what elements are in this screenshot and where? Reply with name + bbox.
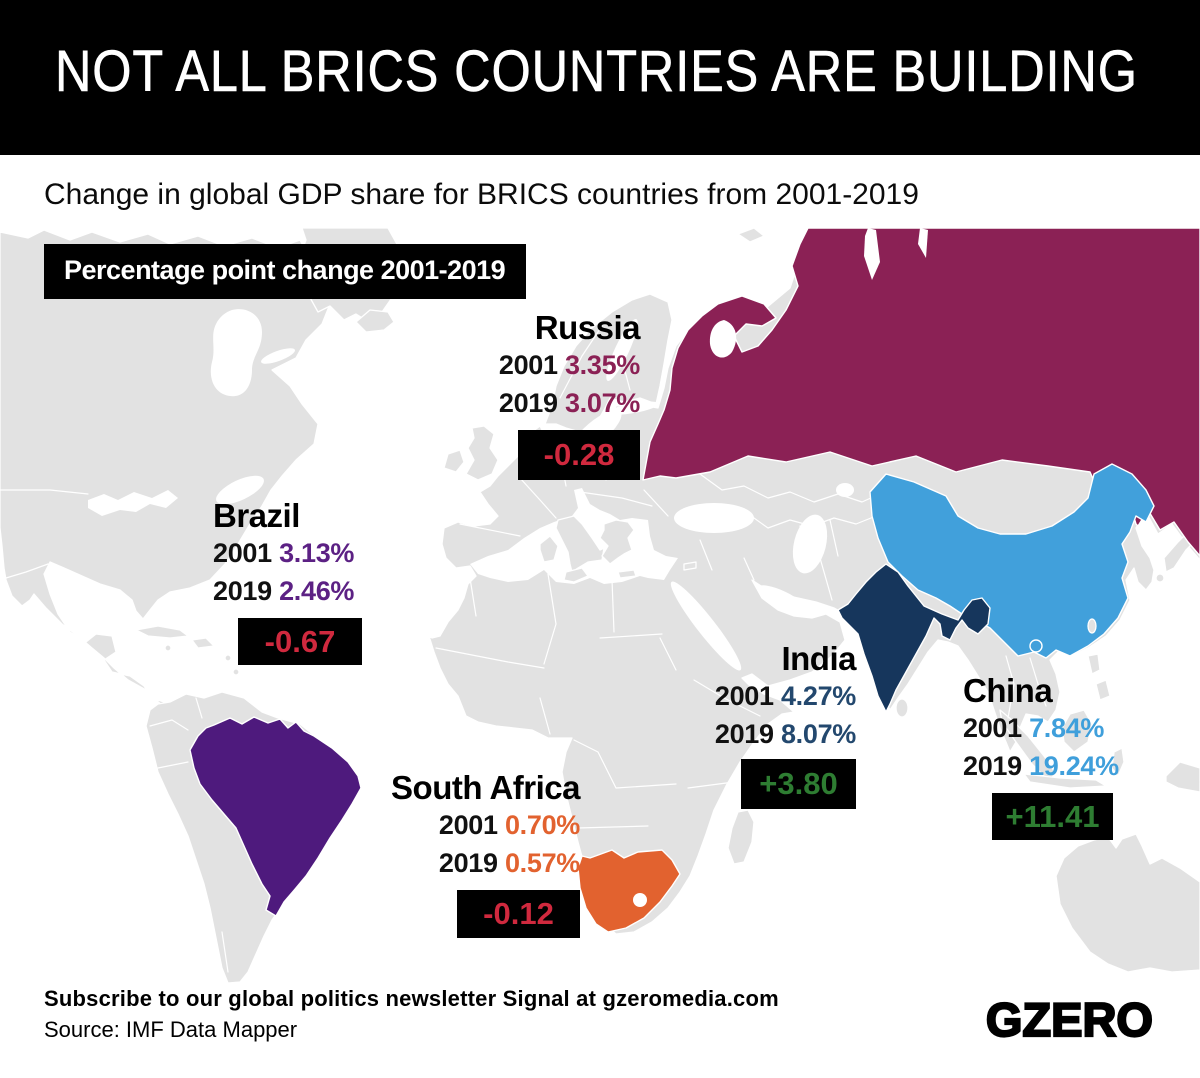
- page-title: NOT ALL BRICS COUNTRIES ARE BUILDING: [55, 39, 1138, 105]
- caspian-sea: [792, 514, 828, 574]
- value-row-2001: 2001 4.27%: [714, 681, 856, 711]
- label-block-china: China 2001 7.84% 2019 19.24% +11.41: [963, 673, 1119, 840]
- value-row-2019: 2019 0.57%: [438, 848, 580, 878]
- label-block-india: India 2001 4.27% 2019 8.07% +3.80: [714, 640, 857, 809]
- world-map: Percentage point change 2001-2019 Russia…: [0, 228, 1200, 985]
- border-southeast-asia: [1005, 655, 1047, 719]
- gulf-of-finland: [609, 401, 659, 415]
- map-iceland: [355, 309, 395, 333]
- change-badge: -0.12: [457, 890, 580, 938]
- map-russia: [642, 228, 1200, 557]
- gulf-of-bothnia: [606, 319, 638, 381]
- map-south-africa: [577, 849, 681, 933]
- change-badge: +11.41: [992, 793, 1113, 840]
- map-crete: [617, 569, 637, 579]
- great-lakes: [88, 490, 178, 516]
- map-sri-lanka: [895, 698, 909, 718]
- country-name: South Africa: [391, 769, 580, 806]
- map-great-britain: [465, 425, 499, 481]
- hudson-strait: [260, 348, 296, 364]
- map-philippines: [1095, 679, 1111, 701]
- map-lesotho: [633, 893, 647, 907]
- change-badge: -0.28: [518, 430, 640, 480]
- map-taiwan: [1087, 618, 1097, 634]
- country-name: China: [963, 672, 1053, 709]
- map-java: [1023, 773, 1107, 789]
- legend-chip: Percentage point change 2001-2019: [44, 244, 527, 299]
- map-philippines: [1087, 653, 1101, 675]
- footer-source-text: Source: IMF Data Mapper: [44, 1017, 298, 1042]
- country-name: Brazil: [213, 497, 300, 534]
- map-cyprus: [683, 561, 697, 571]
- border-africa: [435, 573, 761, 829]
- value-row-2001: 2001 7.84%: [963, 713, 1105, 743]
- map-japan-kyushu: [1155, 573, 1165, 583]
- border-central-asia: [699, 473, 885, 559]
- border-us-mexico: [5, 563, 49, 579]
- map-australia: [1055, 833, 1200, 973]
- country-name: Russia: [534, 309, 641, 346]
- ob-bay: [918, 228, 928, 258]
- map-hispaniola: [191, 637, 215, 649]
- map-hainan: [1029, 639, 1043, 653]
- map-borneo: [1061, 709, 1093, 753]
- map-sicily: [563, 567, 589, 583]
- gzero-logo: GZERO: [985, 992, 1154, 1047]
- ob-bay: [864, 228, 880, 280]
- map-greece: [599, 519, 635, 565]
- world-map-svg: [0, 228, 1200, 984]
- value-row-2019: 2019 3.07%: [498, 388, 640, 418]
- map-india: [837, 563, 991, 713]
- country-name: India: [781, 640, 856, 677]
- value-row-2001: 2001 0.70%: [438, 810, 580, 840]
- map-antilles: [224, 654, 232, 662]
- change-badge: +3.80: [741, 759, 856, 809]
- border-us-canada: [0, 489, 89, 495]
- map-sulawesi: [1111, 747, 1125, 777]
- map-brazil: [189, 716, 362, 917]
- map-cuba: [135, 625, 189, 639]
- black-sea: [674, 503, 754, 533]
- value-row-2001: 2001 3.35%: [498, 350, 640, 380]
- value-row-2001: 2001 3.13%: [213, 538, 355, 568]
- label-block-russia: Russia 2001 3.35% 2019 3.07% -0.28: [498, 309, 641, 480]
- border-middle-east: [699, 539, 833, 601]
- map-svalbard: [737, 228, 765, 243]
- subtitle: Change in global GDP share for BRICS cou…: [44, 178, 919, 211]
- value-row-2019: 2019 2.46%: [213, 576, 355, 606]
- header-bar: NOT ALL BRICS COUNTRIES ARE BUILDING: [0, 0, 1200, 155]
- map-new-guinea: [1165, 761, 1200, 793]
- map-sardinia-corsica: [539, 535, 559, 563]
- map-antilles: [232, 668, 240, 676]
- aral-sea: [836, 483, 854, 497]
- map-jamaica: [164, 644, 172, 652]
- white-sea: [709, 320, 737, 358]
- change-badge: -0.67: [238, 618, 362, 665]
- map-ireland: [443, 449, 465, 473]
- map-madagascar: [727, 809, 755, 865]
- label-block-south-africa: South Africa 2001 0.70% 2019 0.57% -0.12: [391, 770, 580, 938]
- value-row-2019: 2019 19.24%: [963, 751, 1119, 781]
- value-row-2019: 2019 8.07%: [714, 719, 856, 749]
- footer-subscribe-text: Subscribe to our global politics newslet…: [44, 986, 779, 1011]
- border-south-america: [149, 697, 229, 973]
- persian-gulf: [758, 585, 806, 611]
- red-sea: [670, 581, 742, 671]
- map-china: [869, 463, 1155, 659]
- gulf-of-st-lawrence: [216, 475, 264, 505]
- hudson-bay: [210, 309, 262, 397]
- map-italy: [555, 515, 605, 573]
- label-block-brazil: Brazil 2001 3.13% 2019 2.46% -0.67: [213, 498, 362, 665]
